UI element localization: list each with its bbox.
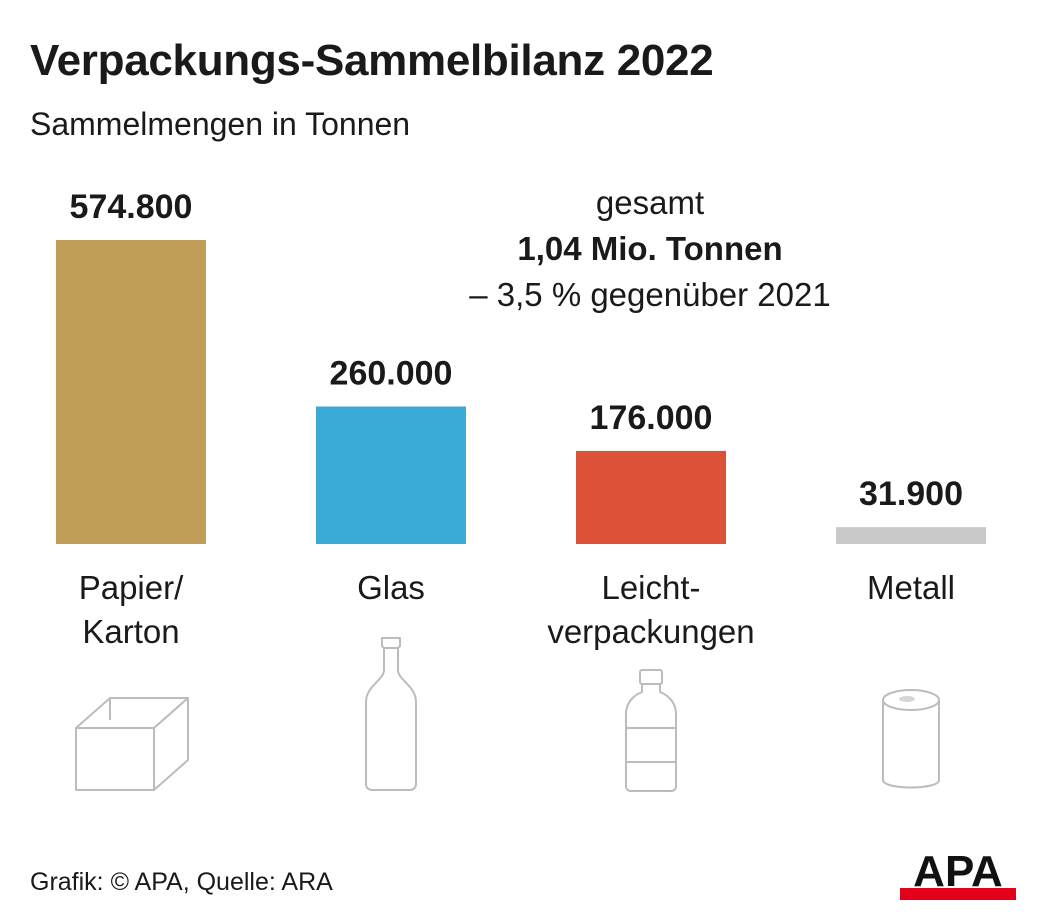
bar-leichtverpackungen	[576, 450, 726, 544]
category-label-line: Glas	[357, 569, 425, 606]
category-label-line: verpackungen	[547, 613, 755, 650]
bottle-icon	[365, 637, 417, 791]
apa-logo-text: APA	[913, 850, 1003, 896]
bar-glas	[316, 406, 466, 544]
total-value: 1,04 Mio. Tonnen	[517, 230, 783, 267]
can-icon	[882, 689, 940, 789]
data-label-papier: 574.800	[70, 188, 193, 226]
chart-title: Verpackungs-Sammelbilanz 2022	[30, 36, 714, 85]
data-label-leichtverpackungen: 176.000	[590, 399, 713, 437]
category-label-papier: Papier/ Karton	[1, 566, 261, 654]
category-label-line: Papier/	[78, 569, 184, 606]
total-change: – 3,5 % gegenüber 2021	[469, 276, 831, 313]
category-label-leichtverpackungen: Leicht- verpackungen	[521, 566, 781, 654]
source-note: Grafik: © APA, Quelle: ARA	[30, 868, 333, 896]
data-label-metall: 31.900	[859, 475, 963, 513]
plastic-bottle-icon	[625, 669, 677, 792]
total-label: gesamt	[595, 184, 705, 221]
box-icon	[75, 697, 189, 791]
category-label-line: Metall	[866, 569, 956, 606]
category-label-line: Leicht-	[601, 569, 701, 606]
category-label-glas: Glas	[261, 566, 521, 610]
apa-logo: APA	[900, 850, 1016, 900]
bar-papier	[56, 240, 206, 544]
category-label-metall: Metall	[781, 566, 1041, 610]
category-label-line: Karton	[82, 613, 180, 650]
data-label-glas: 260.000	[330, 354, 453, 392]
chart-subtitle: Sammelmengen in Tonnen	[30, 106, 411, 142]
bar-metall	[836, 527, 986, 544]
